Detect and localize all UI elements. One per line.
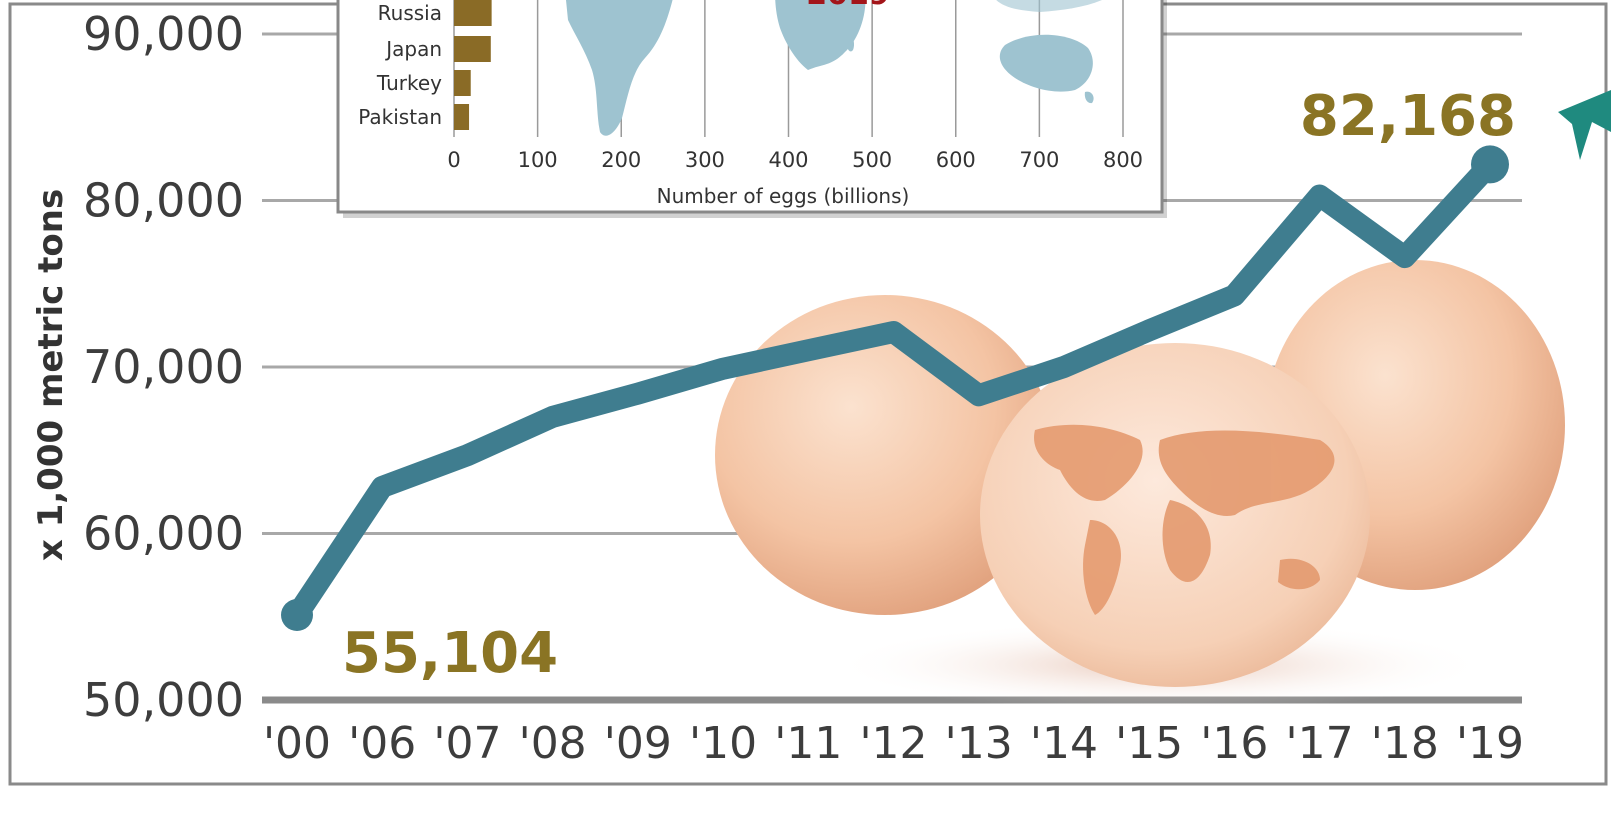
inset-category-label: Russia [378,1,442,25]
x-tick-label: '08 [519,718,587,769]
x-tick-label: '14 [1030,718,1098,769]
start-value-label: 55,104 [342,621,558,686]
y-axis-label: x 1,000 metric tons [31,189,71,561]
inset-x-axis-label: Number of eggs (billions) [657,184,910,208]
y-tick-label: 50,000 [83,673,244,727]
x-tick-label: '16 [1200,718,1268,769]
inset-x-ticks: 0 100 200 300 400 500 600 700 800 [447,148,1143,172]
x-tick-label: '12 [859,718,927,769]
y-tick-label: 80,000 [83,174,244,228]
y-axis-ticks: 50,000 60,000 70,000 80,000 90,000 [83,7,244,727]
x-tick-label: '11 [774,718,842,769]
x-tick-label: '18 [1371,718,1439,769]
x-tick-label: '13 [945,718,1013,769]
inset-category-label: Turkey [376,71,442,95]
x-tick-label: '19 [1456,718,1524,769]
x-tick-label: '15 [1115,718,1183,769]
inset-x-tick-label: 600 [936,148,976,172]
inset-bar [454,70,471,96]
inset-category-label: Japan [384,37,442,61]
inset-x-tick-label: 300 [685,148,725,172]
egg-illustration [715,260,1565,710]
world-map-on-egg [1034,424,1335,615]
y-tick-label: 90,000 [83,7,244,61]
x-tick-label: '07 [433,718,501,769]
arrow-icon [1558,90,1611,160]
inset-bar [454,0,492,26]
inset-frame [336,0,1164,214]
inset-x-tick-label: 0 [447,148,460,172]
y-tick-label: 70,000 [83,340,244,394]
inset-x-tick-label: 400 [768,148,808,172]
inset-category-label: Pakistan [358,105,442,129]
x-tick-label: '09 [604,718,672,769]
inset-category-labels: Russia Japan Turkey Pakistan [358,1,442,129]
x-tick-label: '17 [1286,718,1354,769]
y-tick-label: 60,000 [83,507,244,561]
inset-panel: Russia Japan Turkey Pakistan 0 100 200 300 400 5… [336,0,1167,218]
series-line [286,153,1501,626]
inset-year-label: 2019 [806,0,890,12]
inset-x-tick-label: 800 [1103,148,1143,172]
x-axis-ticks: '00 '06 '07 '08 '09 '10 '11 '12 '13 '14 '15 '16 '17 '… [263,718,1524,769]
end-value-label: 82,168 [1300,84,1516,149]
inset-x-tick-label: 500 [852,148,892,172]
inset-x-tick-label: 700 [1019,148,1059,172]
inset-x-tick-label: 200 [601,148,641,172]
x-tick-label: '00 [263,718,331,769]
x-tick-label: '06 [348,718,416,769]
inset-world-map [566,0,1102,136]
x-tick-label: '10 [689,718,757,769]
start-point-marker [281,599,313,632]
end-point-marker [1471,145,1509,184]
inset-bar [454,104,470,130]
inset-bars [454,0,492,130]
inset-x-tick-label: 100 [518,148,558,172]
line-series [281,145,1509,632]
inset-bar [454,36,491,62]
